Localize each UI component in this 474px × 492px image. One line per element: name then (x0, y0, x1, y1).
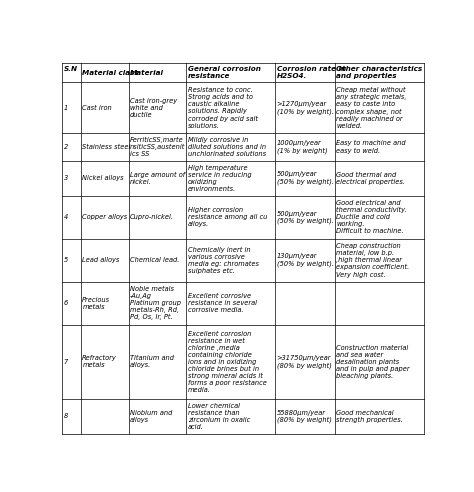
Text: Cupro-nickel.: Cupro-nickel. (130, 215, 174, 220)
Text: High temperature
service in reducing
oxidizing
environments.: High temperature service in reducing oxi… (188, 165, 252, 192)
Text: Lead alloys: Lead alloys (82, 257, 119, 263)
Text: Large amount of
nickel.: Large amount of nickel. (130, 172, 185, 185)
Text: Titanium and
alloys.: Titanium and alloys. (130, 355, 174, 369)
Text: Cast iron-grey
white and
ductile: Cast iron-grey white and ductile (130, 98, 177, 118)
Text: Resistance to conc.
Strong acids and to
caustic alkaline
solutions. Rapidly
corr: Resistance to conc. Strong acids and to … (188, 87, 258, 128)
Text: 7: 7 (64, 359, 68, 365)
Text: Easy to machine and
easy to weld.: Easy to machine and easy to weld. (337, 140, 406, 154)
Text: S.N: S.N (64, 66, 78, 79)
Text: Copper alloys: Copper alloys (82, 215, 128, 220)
Text: Corrosion rate in
H2SO4.: Corrosion rate in H2SO4. (276, 66, 346, 79)
Text: 8: 8 (64, 413, 68, 420)
Text: Noble metals
-Au,Ag
Platinum group
metals-Rh, Rd,
Pd, Os, Ir, Pt.: Noble metals -Au,Ag Platinum group metal… (130, 286, 181, 320)
Text: >1270μm/year
(10% by weight).: >1270μm/year (10% by weight). (276, 101, 334, 115)
Text: Excellent corrosion
resistance in wet
chlorine ,media
containing chloride
ions a: Excellent corrosion resistance in wet ch… (188, 331, 267, 393)
Text: 4: 4 (64, 215, 68, 220)
Text: Higher corrosion
resistance among all cu
alloys.: Higher corrosion resistance among all cu… (188, 207, 267, 227)
Text: Material: Material (130, 70, 164, 76)
Text: Construction material
and sea water
desalination plants
and in pulp and paper
bl: Construction material and sea water desa… (337, 345, 410, 379)
Text: Precious
metals: Precious metals (82, 297, 110, 310)
Text: Other characteristics
and properties: Other characteristics and properties (337, 66, 423, 79)
Text: Cheap metal without
any strategic metals,
easy to caste into
complex shape, not
: Cheap metal without any strategic metals… (337, 87, 407, 128)
Text: Good electrical and
thermal conductivity.
Ductile and cold
working.
Difficult to: Good electrical and thermal conductivity… (337, 200, 407, 234)
Text: >31750μm/year
(80% by weight): >31750μm/year (80% by weight) (276, 355, 331, 369)
Text: Cast iron: Cast iron (82, 105, 112, 111)
Text: General corrosion
resistance: General corrosion resistance (188, 66, 261, 79)
Text: Good mechanical
strength properties.: Good mechanical strength properties. (337, 410, 403, 423)
Text: 500μm/year
(50% by weight).: 500μm/year (50% by weight). (276, 211, 334, 224)
Text: 1000μm/year
(1% by weight): 1000μm/year (1% by weight) (276, 140, 327, 154)
Text: Lower chemical
resistance than
zirconium in oxalic
acid.: Lower chemical resistance than zirconium… (188, 403, 250, 430)
Text: Nickel alloys: Nickel alloys (82, 175, 124, 181)
Text: Stainless steel: Stainless steel (82, 144, 131, 150)
Text: 55880μm/year
(80% by weight): 55880μm/year (80% by weight) (276, 410, 331, 423)
Text: Good thermal and
electrical properties.: Good thermal and electrical properties. (337, 172, 405, 185)
Text: Chemical lead.: Chemical lead. (130, 257, 180, 263)
Text: 130μm/year
(50% by weight).: 130μm/year (50% by weight). (276, 253, 334, 267)
Text: Cheap construction
material, low b.p.
,high thermal linear
expansion coefficient: Cheap construction material, low b.p. ,h… (337, 243, 410, 277)
Text: 6: 6 (64, 300, 68, 307)
Text: 3: 3 (64, 175, 68, 181)
Text: 5: 5 (64, 257, 68, 263)
Text: 500μm/year
(50% by weight).: 500μm/year (50% by weight). (276, 171, 334, 185)
Text: Refractory
metals: Refractory metals (82, 355, 117, 369)
Text: 2: 2 (64, 144, 68, 150)
Text: FerriticSS,marte
nsiticSS,austenit
ics SS: FerriticSS,marte nsiticSS,austenit ics S… (130, 137, 185, 157)
Text: 1: 1 (64, 105, 68, 111)
Text: Material class: Material class (82, 70, 139, 76)
Text: Niobium and
alloys: Niobium and alloys (130, 410, 173, 423)
Text: Excellent corrosive
resistance in several
corrosive media.: Excellent corrosive resistance in severa… (188, 293, 257, 313)
Text: Chemically inert in
various corrosive
media eg: chromates
sulphates etc.: Chemically inert in various corrosive me… (188, 246, 259, 274)
Text: Mildly corrosive in
diluted solutions and in
unchlorinated solutions: Mildly corrosive in diluted solutions an… (188, 137, 266, 157)
